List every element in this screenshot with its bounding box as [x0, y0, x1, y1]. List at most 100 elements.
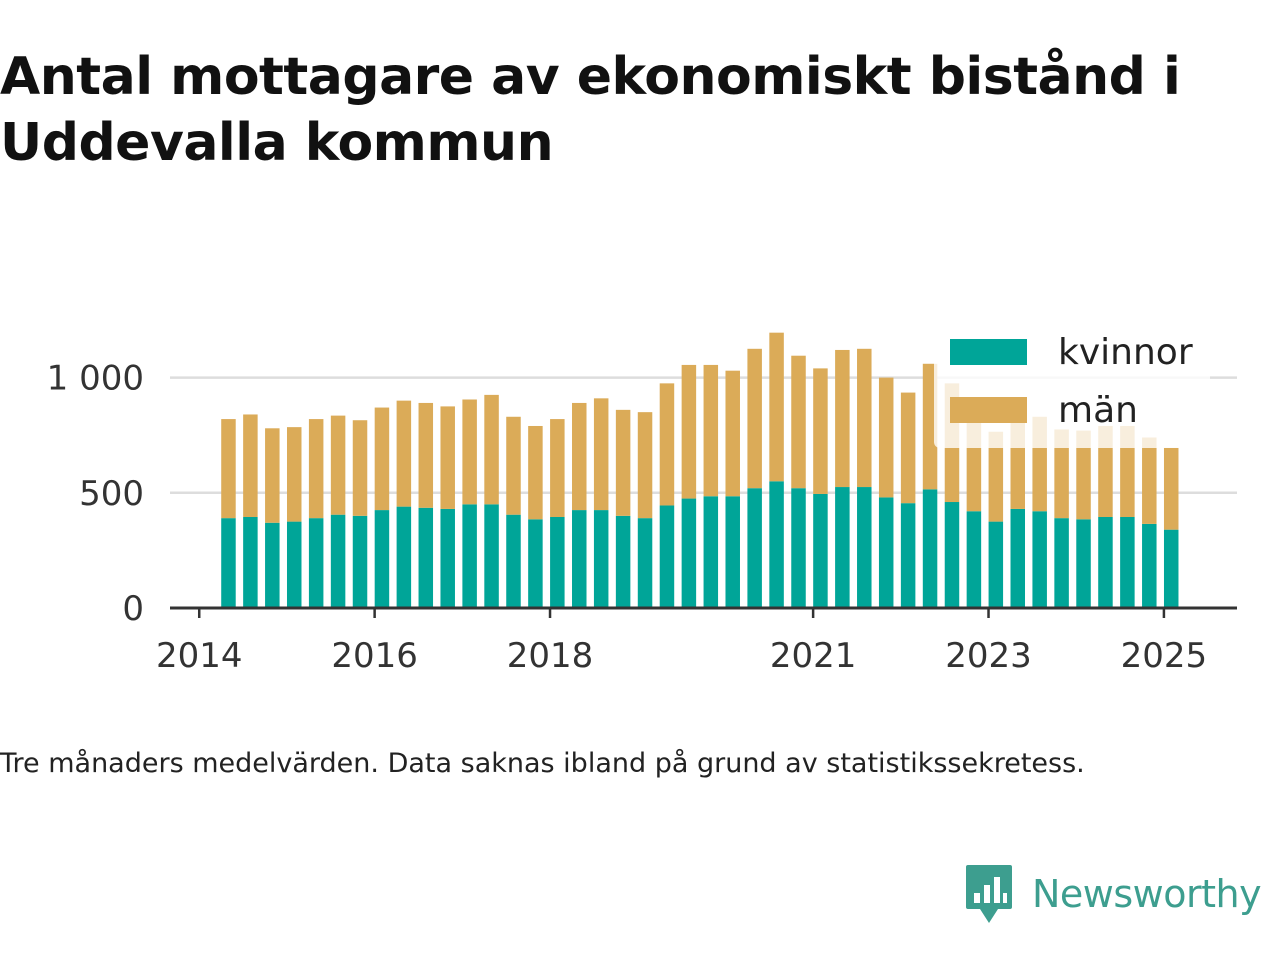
bar-män [703, 364, 719, 497]
bar-män [878, 377, 894, 498]
bar-män [813, 368, 828, 494]
bar-män [922, 363, 938, 490]
bar-kvinnor [265, 522, 280, 608]
bar-kvinnor [791, 488, 806, 608]
chart-svg: 0 500 1 000 2014 2016 2018 2021 2023 2025 kvinn… [46, 322, 1237, 676]
bar-kvinnor [462, 504, 477, 608]
bar-kvinnor [593, 510, 609, 608]
legend-label-män: män [1058, 390, 1138, 431]
x-tick-label: 2025 [1121, 636, 1208, 676]
bar-kvinnor [286, 521, 302, 608]
brand-name: Newsworthy [1032, 872, 1262, 916]
bar-män [396, 400, 412, 507]
bar-män [374, 407, 390, 511]
bar-kvinnor [374, 510, 390, 608]
bar-kvinnor [243, 516, 258, 608]
bar-kvinnor [988, 521, 1004, 608]
bar-kvinnor [506, 514, 521, 608]
bar-män [988, 431, 1004, 522]
chart-title: Antal mottagare av ekonomiskt bistånd i … [0, 47, 1181, 173]
legend-label-kvinnor: kvinnor [1058, 332, 1193, 373]
bar-kvinnor [572, 510, 587, 608]
bar-män [572, 402, 587, 511]
bars [221, 332, 1179, 608]
bar-män [528, 425, 543, 520]
bar-kvinnor [615, 515, 631, 608]
bar-män [440, 406, 455, 509]
bar-kvinnor [659, 505, 675, 608]
bar-kvinnor [681, 498, 697, 608]
bar-kvinnor [484, 504, 499, 608]
legend: kvinnor män [934, 322, 1210, 448]
bar-kvinnor [857, 487, 872, 608]
bar-män [506, 416, 521, 515]
bar-män [1054, 429, 1069, 519]
bar-män [659, 383, 675, 506]
bar-män [769, 332, 784, 482]
bar-kvinnor [1142, 523, 1157, 608]
legend-swatch-män [950, 397, 1027, 423]
bar-män [900, 392, 916, 504]
bar-kvinnor [308, 518, 324, 608]
bar-män [681, 364, 697, 499]
bar-kvinnor [440, 508, 455, 608]
bar-kvinnor [637, 518, 653, 608]
bar-kvinnor [769, 481, 784, 608]
y-tick-label: 0 [122, 589, 144, 629]
bar-kvinnor [878, 497, 894, 608]
bar-män [330, 415, 346, 515]
bar-män [352, 420, 368, 516]
y-axis: 0 500 1 000 [47, 359, 144, 629]
bar-kvinnor [835, 487, 850, 608]
bar-män [1120, 425, 1135, 517]
bar-kvinnor [1010, 508, 1026, 608]
bar-kvinnor [396, 506, 412, 608]
bar-kvinnor [944, 502, 960, 608]
bar-kvinnor [352, 515, 368, 608]
bar-män [418, 402, 434, 508]
bar-kvinnor [1032, 511, 1047, 608]
bar-kvinnor [725, 496, 740, 608]
bar-kvinnor [1076, 519, 1091, 608]
bar-män [1098, 425, 1113, 517]
x-tick-label: 2014 [156, 636, 243, 676]
bar-kvinnor [1163, 529, 1179, 608]
x-tick-label: 2016 [331, 636, 418, 676]
bar-kvinnor [703, 496, 719, 608]
bar-män [835, 349, 850, 488]
bar-män [747, 348, 762, 489]
bar-kvinnor [747, 488, 762, 608]
x-tick-label: 2023 [945, 636, 1032, 676]
bar-kvinnor [1054, 518, 1069, 608]
bar-kvinnor [418, 507, 434, 608]
bar-män [725, 370, 740, 497]
bar-kvinnor [221, 518, 236, 608]
bar-män [243, 414, 258, 517]
bar-män [791, 355, 806, 489]
bar-män [1076, 430, 1091, 520]
bar-män [550, 419, 565, 517]
bar-män [484, 394, 499, 505]
bar-män [637, 412, 653, 519]
brand-logo[interactable]: Newsworthy [964, 862, 1262, 926]
bar-kvinnor [813, 493, 828, 608]
bar-män [462, 399, 477, 505]
bar-män [265, 428, 280, 523]
bar-män [286, 427, 302, 522]
bar-kvinnor [922, 489, 938, 608]
x-tick-label: 2021 [770, 636, 857, 676]
legend-swatch-kvinnor [950, 339, 1027, 365]
x-tick-label: 2018 [507, 636, 594, 676]
bar-män [1142, 437, 1157, 524]
bar-kvinnor [330, 514, 346, 608]
bar-kvinnor [528, 519, 543, 608]
chart-note: Tre månaders medelvärden. Data saknas ib… [0, 748, 1085, 779]
bar-kvinnor [1120, 516, 1135, 608]
bar-män [308, 419, 324, 519]
bar-män [221, 419, 236, 519]
bar-män [857, 348, 872, 488]
bar-män [593, 398, 609, 511]
bar-män [1163, 447, 1179, 530]
bar-män [615, 409, 631, 516]
bar-kvinnor [550, 516, 565, 608]
